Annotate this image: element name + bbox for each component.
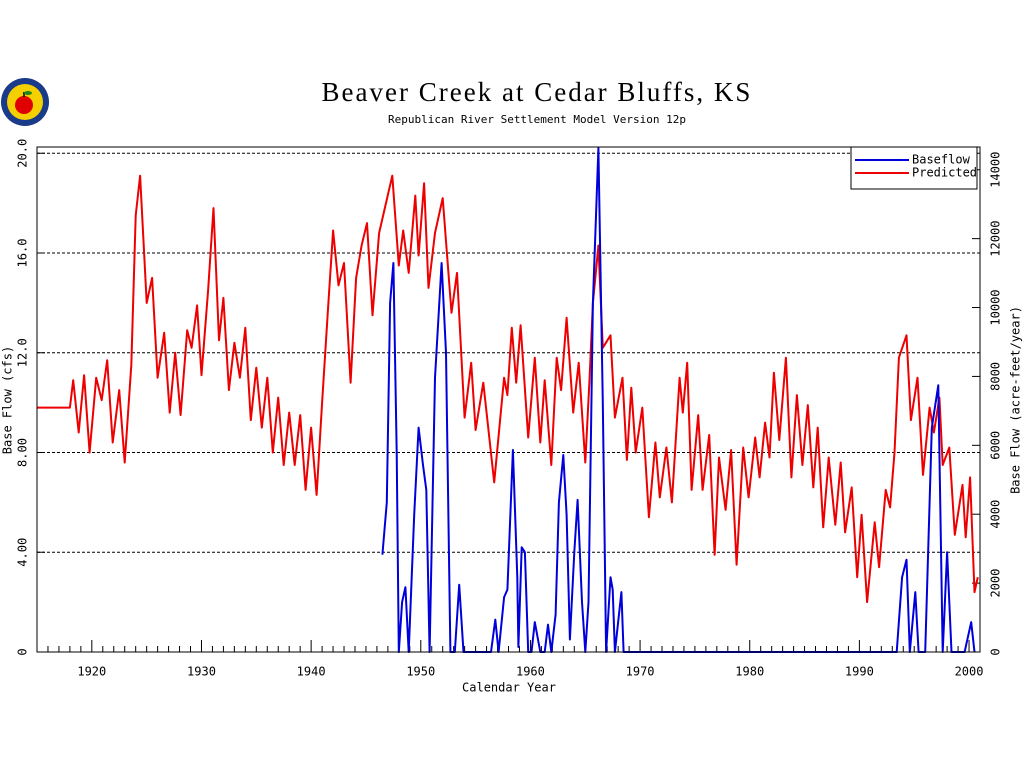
- y2-tick-label: 10000: [989, 289, 1003, 325]
- y-tick-label: 8.00: [16, 438, 30, 467]
- x-tick-label: 1960: [516, 665, 545, 679]
- legend-label: Baseflow: [912, 153, 971, 167]
- x-tick-label: 1970: [626, 665, 655, 679]
- x-tick-label: 2000: [955, 665, 984, 679]
- x-tick-label: 1940: [297, 665, 326, 679]
- logo: [1, 78, 49, 126]
- y-tick-label: 20.0: [16, 139, 30, 168]
- y-tick-label: 4.00: [16, 538, 30, 567]
- chart-title: Beaver Creek at Cedar Bluffs, KS: [322, 77, 753, 107]
- legend-label: Predicted: [912, 166, 977, 180]
- x-tick-label: 1930: [187, 665, 216, 679]
- y-axis-label: Base Flow (cfs): [1, 346, 15, 454]
- plot-frame: [36, 146, 981, 653]
- y2-tick-label: 0: [989, 648, 1003, 655]
- x-tick-label: 1990: [845, 665, 874, 679]
- series-line: [37, 174, 979, 604]
- legend-box: [850, 146, 978, 190]
- y-tick-label: 0: [16, 648, 30, 655]
- y2-tick-label: 8000: [989, 362, 1003, 391]
- y2-tick-label: 12000: [989, 221, 1003, 257]
- x-tick-label: 1920: [77, 665, 106, 679]
- x-axis-label: Calendar Year: [462, 681, 556, 695]
- chart-subtitle: Republican River Settlement Model Versio…: [388, 113, 686, 126]
- y2-tick-label: 14000: [989, 152, 1003, 188]
- y2-tick-label: 2000: [989, 569, 1003, 598]
- y-tick-label: 16.0: [16, 239, 30, 268]
- x-tick-label: 1980: [735, 665, 764, 679]
- y2-tick-label: 6000: [989, 431, 1003, 460]
- y2-axis-label: Base Flow (acre-feet/year): [1009, 306, 1023, 494]
- y2-tick-label: 4000: [989, 500, 1003, 529]
- x-tick-label: 1950: [406, 665, 435, 679]
- y-tick-label: 12.0: [16, 338, 30, 367]
